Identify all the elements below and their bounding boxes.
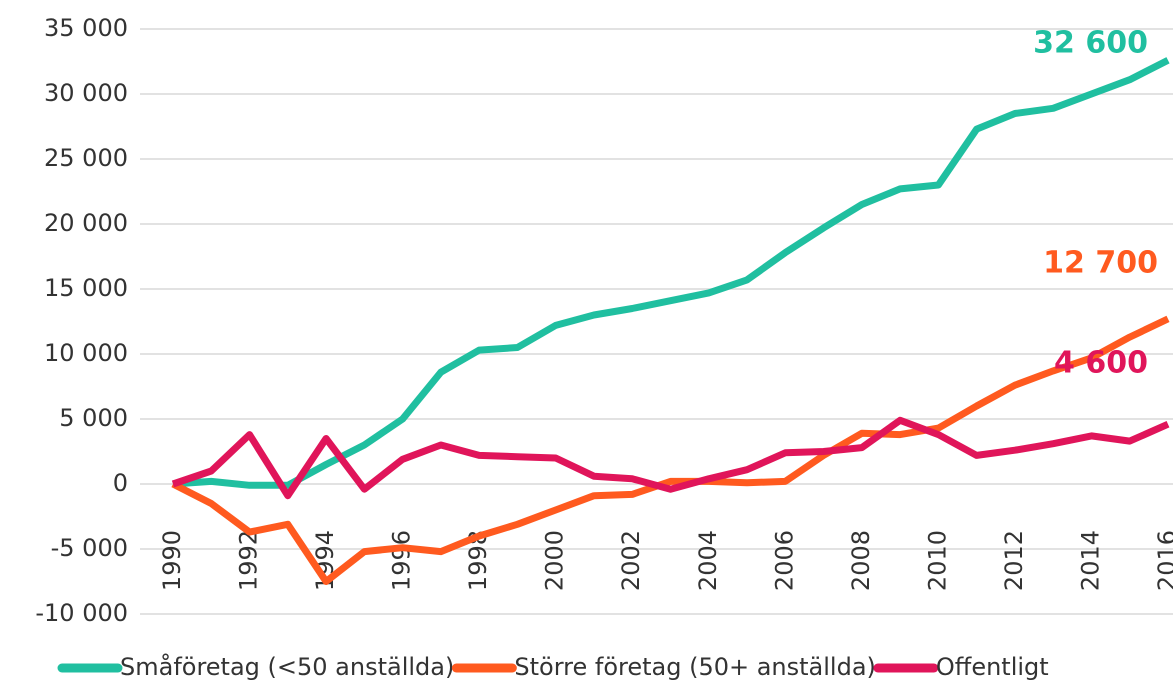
x-tick-label: 2004 <box>694 530 722 591</box>
legend-label: Större företag (50+ anställda) <box>514 653 876 681</box>
x-tick-label: 1990 <box>158 530 186 591</box>
x-tick-label: 2012 <box>1000 530 1028 591</box>
x-tick-label: 2000 <box>541 530 569 591</box>
y-tick-label: 20 000 <box>44 209 128 237</box>
x-tick-label: 2008 <box>847 530 875 591</box>
x-tick-label: 1992 <box>235 530 263 591</box>
x-tick-label: 1996 <box>388 530 416 591</box>
series-line <box>171 315 1170 585</box>
end-label: 32 600 <box>1033 26 1148 61</box>
end-label: 4 600 <box>1054 346 1148 381</box>
y-tick-label: 15 000 <box>44 274 128 302</box>
x-tick-label: 2014 <box>1076 530 1104 591</box>
y-tick-label: 10 000 <box>44 339 128 367</box>
series-line <box>172 57 1170 489</box>
end-label: 12 700 <box>1043 245 1158 280</box>
y-tick-label: 25 000 <box>44 144 128 172</box>
x-tick-label: 2006 <box>770 530 798 591</box>
legend-label: Småföretag (<50 anställda) <box>120 652 454 681</box>
y-tick-label: 35 000 <box>44 14 128 42</box>
y-tick-label: -5 000 <box>51 534 128 562</box>
y-tick-label: -10 000 <box>35 599 128 627</box>
x-tick-label: 2002 <box>617 530 645 591</box>
y-tick-label: 30 000 <box>44 79 128 107</box>
y-tick-label: 5 000 <box>59 404 128 432</box>
series-line <box>171 416 1170 500</box>
x-tick-label: 2016 <box>1153 530 1173 591</box>
legend-label: Offentligt <box>936 653 1049 681</box>
x-tick-label: 2010 <box>923 530 951 591</box>
y-tick-label: 0 <box>113 469 128 497</box>
